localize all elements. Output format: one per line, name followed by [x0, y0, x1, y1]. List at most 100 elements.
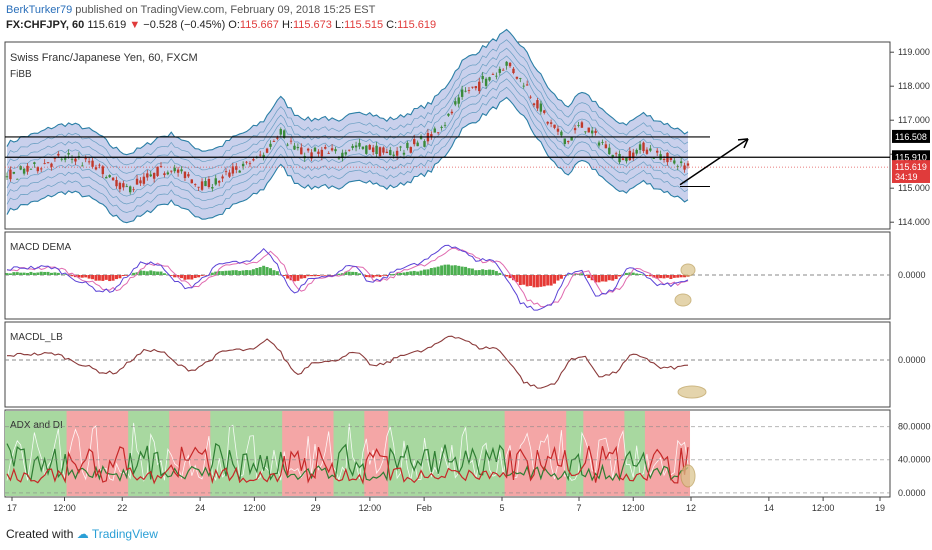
trend-background-bar	[662, 411, 667, 496]
candle-body	[87, 161, 91, 163]
trend-background-bar	[111, 411, 116, 496]
macd-histogram-bar	[508, 275, 512, 279]
trend-background-bar	[316, 411, 321, 496]
candle-body	[217, 181, 221, 183]
candle-body	[22, 168, 26, 174]
candle-body	[105, 177, 108, 179]
trend-background-bar	[651, 411, 656, 496]
trend-background-bar	[193, 411, 198, 496]
candle-body	[621, 158, 625, 160]
candle-body	[43, 163, 46, 165]
candle-body	[361, 146, 365, 149]
macd-histogram-bar	[221, 271, 225, 275]
macd-histogram-bar	[111, 275, 115, 281]
x-tick-label: 19	[875, 503, 885, 513]
candle-body	[553, 124, 556, 128]
macd-histogram-bar	[176, 275, 180, 278]
trend-background-bar	[169, 411, 174, 496]
macd-histogram-bar	[416, 271, 420, 275]
candle-body	[40, 168, 43, 170]
open-label: O:	[228, 19, 240, 31]
trend-background-bar	[87, 411, 92, 496]
candle-body	[57, 153, 60, 156]
y-tick-label: 0.0000	[898, 488, 926, 498]
trend-background-bar	[117, 411, 122, 496]
candle-body	[604, 144, 608, 149]
candle-body	[238, 170, 241, 173]
trend-background-bar	[258, 411, 263, 496]
trend-background-bar	[63, 411, 68, 496]
candle-body	[495, 75, 498, 77]
macd-histogram-bar	[580, 273, 584, 275]
x-tick-label: 5	[499, 503, 504, 513]
low-label: L:	[334, 19, 345, 31]
macd-histogram-bar	[197, 275, 201, 278]
fib-band-line	[6, 47, 689, 174]
macd-histogram-bar	[87, 275, 91, 279]
candle-body	[498, 68, 501, 73]
macd-histogram-bar	[474, 270, 478, 275]
candle-body	[642, 142, 645, 152]
macd-histogram-bar	[149, 270, 153, 275]
macd-histogram-bar	[464, 266, 468, 275]
candle-body	[382, 147, 385, 153]
trend-background-bar	[121, 411, 126, 496]
macd-histogram-bar	[484, 270, 488, 275]
candle-body	[33, 162, 36, 165]
annotation-ellipse	[674, 293, 692, 307]
macd-histogram-bar	[604, 275, 608, 282]
candle-body	[457, 97, 460, 104]
footer: Created with ☁ TradingView	[6, 527, 158, 541]
author-link[interactable]: BerkTurker79	[6, 4, 73, 16]
trend-background-bar	[217, 411, 222, 496]
macd-histogram-bar	[323, 275, 327, 276]
candle-body	[26, 165, 29, 172]
candle-body	[265, 148, 269, 153]
trend-background-bar	[682, 411, 687, 496]
candle-body	[430, 134, 433, 137]
macd-histogram-bar	[121, 275, 125, 277]
trend-background-bar	[306, 411, 311, 496]
trend-background-bar	[357, 411, 362, 496]
trend-background-bar	[422, 411, 427, 496]
trend-background-bar	[412, 411, 417, 496]
trend-background-bar	[617, 411, 622, 496]
macd-histogram-bar	[173, 275, 177, 278]
candle-body	[529, 96, 532, 98]
macd-histogram-bar	[388, 274, 392, 275]
macd-histogram-bar	[238, 270, 242, 275]
candle-body	[683, 165, 686, 170]
candle-body	[101, 166, 105, 175]
candle-body	[673, 160, 676, 164]
candle-body	[436, 132, 440, 134]
candle-body	[276, 137, 279, 139]
trend-background-bar	[408, 411, 413, 496]
trend-background-bar	[93, 411, 98, 496]
candle-body	[269, 143, 272, 147]
candle-body	[679, 161, 683, 164]
candle-body	[587, 127, 590, 133]
macd-histogram-bar	[477, 270, 481, 275]
macd-histogram-bar	[145, 271, 149, 275]
adx-pane: ADX and DI 80.0000 40.0000 0.0000	[4, 409, 931, 498]
trend-background-bar	[443, 411, 448, 496]
macd-histogram-bar	[426, 269, 430, 275]
adx-pane-title: ADX and DI	[10, 420, 63, 431]
trend-background-bar	[148, 411, 153, 496]
trend-background-bar	[597, 411, 602, 496]
macd-histogram-bar	[138, 270, 142, 275]
trend-background-bar	[579, 411, 584, 496]
macd-histogram-bar	[556, 275, 560, 281]
trend-background-bar	[504, 411, 509, 496]
macd-histogram-bar	[559, 275, 563, 279]
macd-histogram-bar	[97, 275, 101, 281]
macd-histogram-bar	[583, 275, 587, 276]
candle-body	[402, 152, 406, 155]
candle-body	[344, 152, 347, 155]
candle-body	[231, 166, 235, 174]
trend-background-bar	[15, 411, 20, 496]
tradingview-link[interactable]: TradingView	[91, 527, 158, 541]
symbol-name: FX:CHFJPY, 60	[6, 19, 85, 31]
candle-body	[180, 169, 183, 172]
